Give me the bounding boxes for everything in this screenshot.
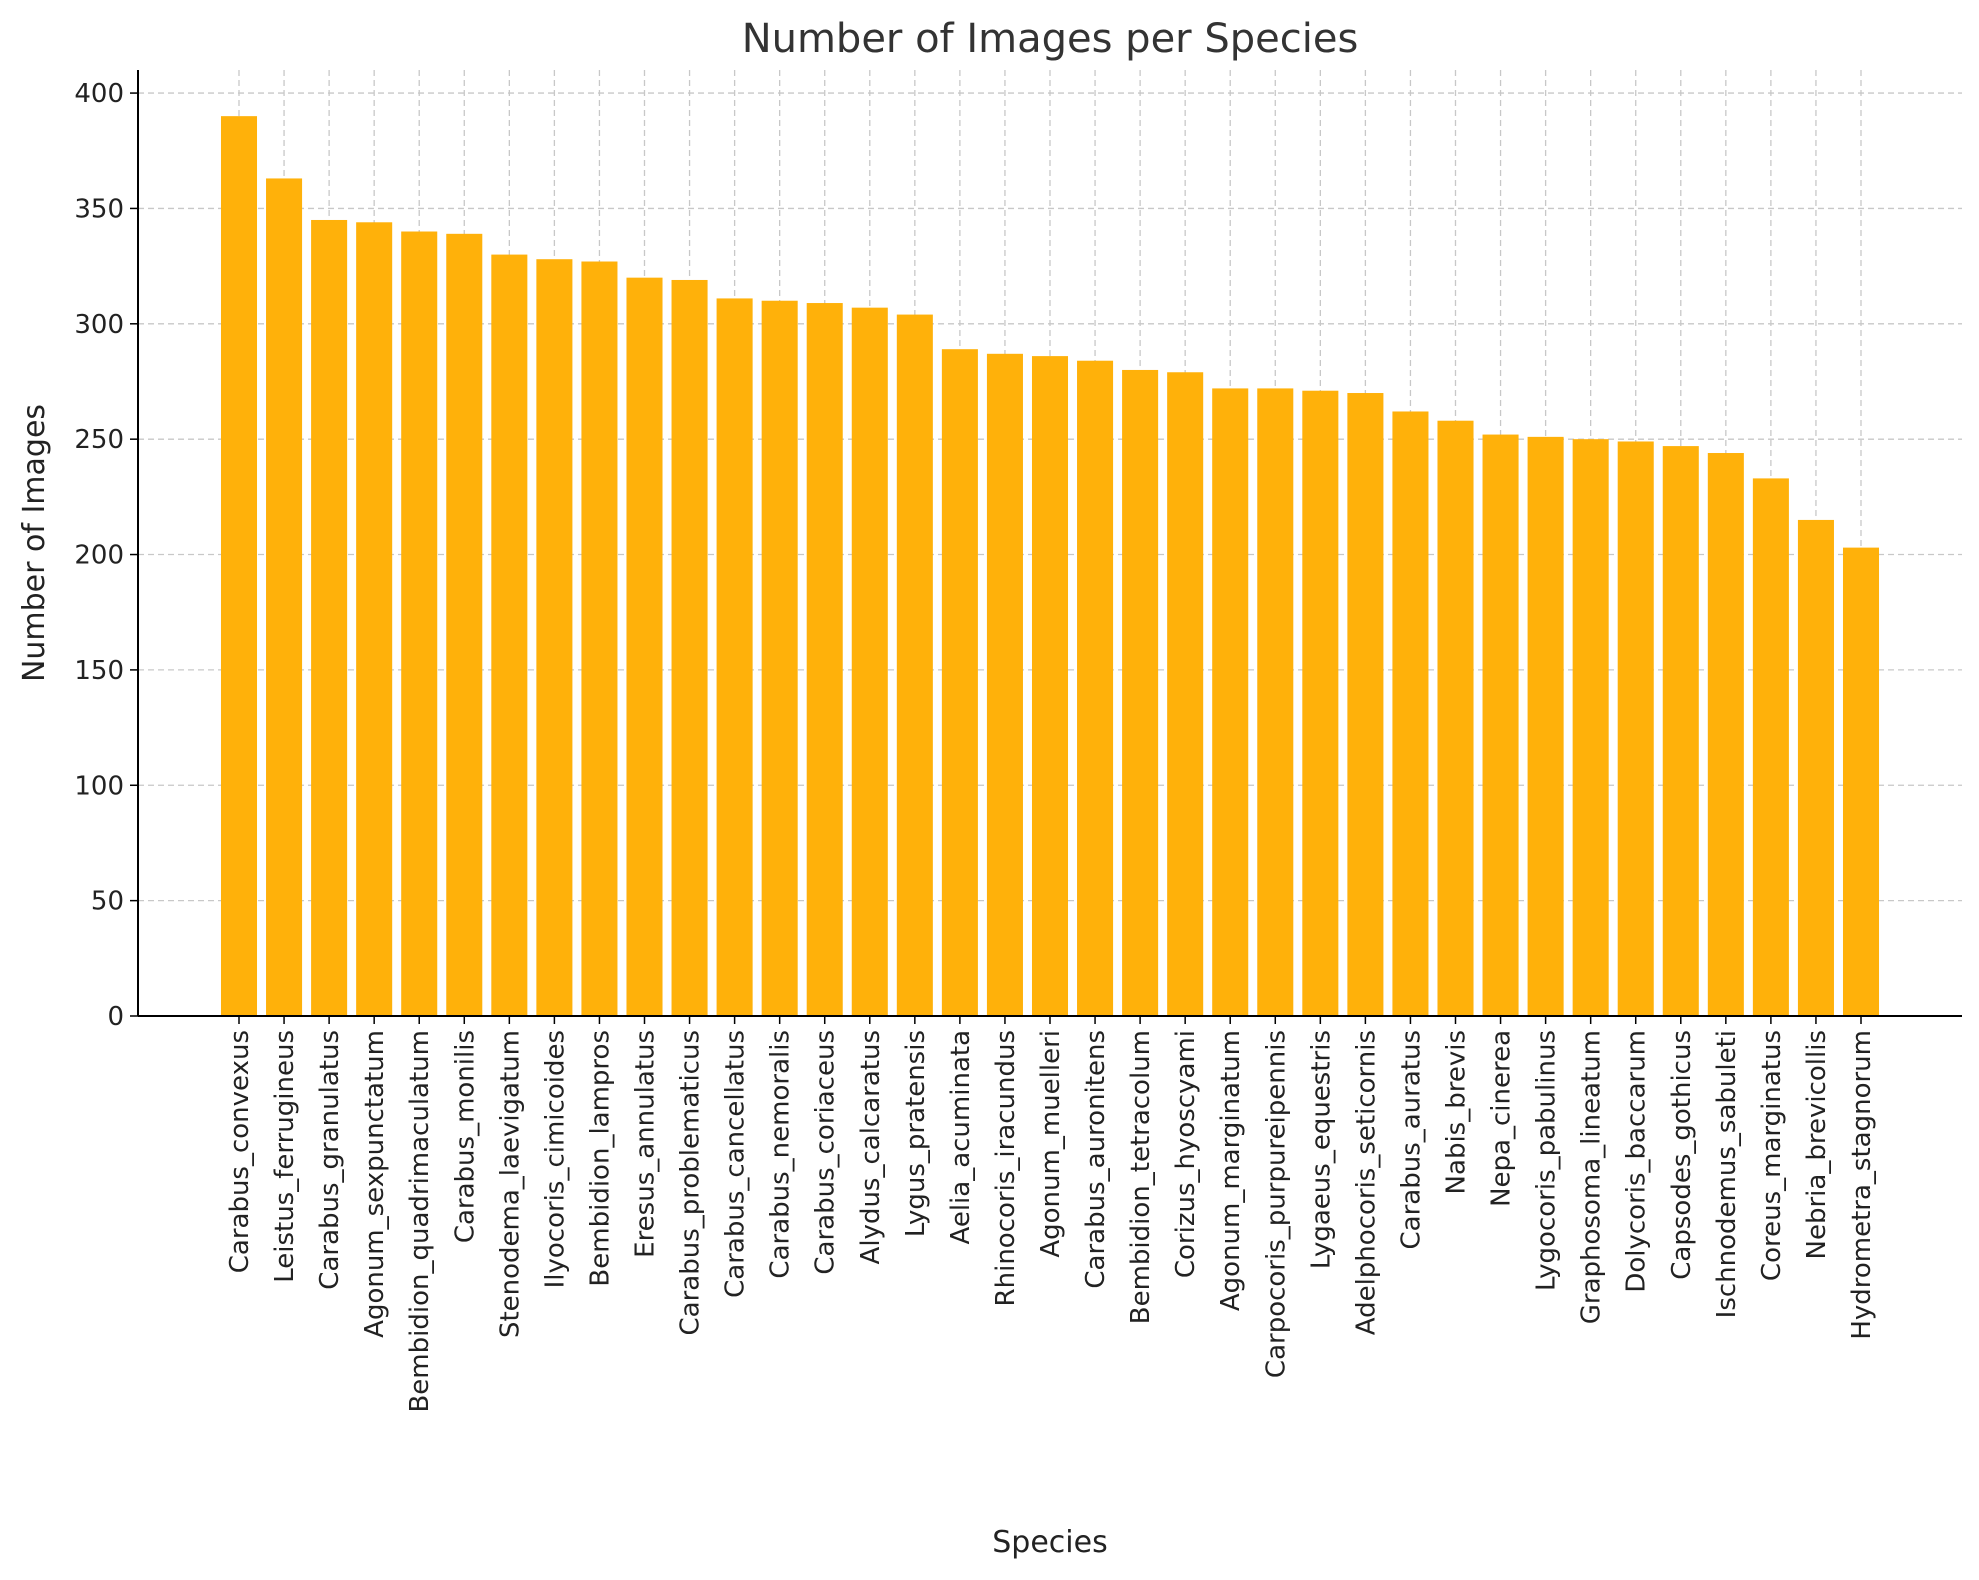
x-tick-label: Lygocoris_pabulinus	[1532, 1030, 1562, 1291]
bar	[1392, 411, 1429, 1017]
x-tick-label: Nebria_brevicollis	[1802, 1030, 1832, 1259]
bar	[266, 178, 303, 1016]
bars	[220, 116, 1880, 1017]
y-tick-label: 200	[74, 541, 124, 571]
bar	[401, 231, 438, 1016]
bar	[1617, 441, 1654, 1017]
bar	[986, 353, 1023, 1016]
bar	[1031, 356, 1069, 1017]
y-axis-label: Number of Images	[17, 404, 52, 682]
x-ticks: Carabus_convexus Leistus_ferrugineus Carab…	[225, 1016, 1877, 1413]
y-tick-label: 100	[74, 771, 124, 801]
x-tick-label: Carabus_nemoralis	[766, 1030, 796, 1279]
bar	[716, 298, 753, 1016]
bar	[1482, 434, 1519, 1016]
x-tick-label: Lygus_pratensis	[901, 1030, 931, 1237]
bar	[536, 259, 573, 1016]
x-tick-label: Carabus_monilis	[450, 1030, 480, 1243]
bar	[1707, 453, 1744, 1016]
bar	[806, 303, 843, 1016]
bar	[1257, 388, 1294, 1016]
bar	[1077, 360, 1114, 1017]
x-tick-label: Bembidion_quadrimaculatum	[405, 1030, 435, 1413]
x-tick-label: Carabus_convexus	[225, 1030, 255, 1273]
bar	[941, 349, 978, 1016]
x-tick-label: Adelphocoris_seticornis	[1351, 1030, 1381, 1335]
bar	[1167, 372, 1204, 1016]
x-tick-label: Carpocoris_purpureipennis	[1261, 1030, 1291, 1378]
x-tick-label: Dolycoris_baccarum	[1622, 1030, 1652, 1293]
bar	[1662, 446, 1699, 1017]
x-tick-label: Corizus_hyoscyami	[1171, 1030, 1201, 1278]
bar	[1212, 388, 1249, 1016]
x-tick-label: Carabus_auratus	[1396, 1030, 1426, 1250]
x-tick-label: Graphosoma_lineatum	[1577, 1030, 1607, 1324]
bar	[851, 307, 888, 1016]
x-tick-label: Stenodema_laevigatum	[495, 1030, 525, 1338]
y-tick-label: 300	[74, 310, 124, 340]
x-tick-label: Carabus_coriaceus	[811, 1030, 841, 1275]
bar	[1347, 393, 1384, 1016]
x-tick-label: Coreus_marginatus	[1757, 1030, 1787, 1281]
bar	[220, 116, 258, 1016]
bar	[1752, 478, 1789, 1016]
bar	[671, 279, 708, 1017]
bar	[896, 314, 933, 1016]
y-tick-label: 350	[74, 194, 124, 224]
x-tick-label: Bembidion_lampros	[585, 1030, 615, 1287]
bar	[1572, 439, 1609, 1016]
bar	[491, 254, 528, 1016]
y-tick-label: 400	[74, 79, 124, 109]
x-tick-label: Agonum_marginatum	[1216, 1030, 1246, 1311]
y-tick-label: 0	[107, 1002, 124, 1032]
x-tick-label: Nabis_brevis	[1442, 1030, 1472, 1194]
y-tick-label: 250	[74, 425, 124, 455]
x-tick-label: Bembidion_tetracolum	[1126, 1030, 1156, 1324]
y-tick-label: 50	[91, 887, 124, 917]
x-tick-label: Hydrometra_stagnorum	[1847, 1030, 1877, 1340]
bar	[1302, 390, 1339, 1017]
x-tick-label: Nepa_cinerea	[1487, 1030, 1517, 1207]
x-tick-label: Leistus_ferrugineus	[270, 1030, 300, 1283]
x-tick-label: Carabus_granulatus	[315, 1030, 345, 1290]
bar	[1842, 547, 1880, 1016]
x-tick-label: Ischnodemus_sabuleti	[1712, 1030, 1742, 1318]
bar	[1122, 369, 1159, 1016]
bar	[626, 277, 663, 1016]
x-tick-label: Agonum_sexpunctatum	[360, 1030, 390, 1338]
bar	[1797, 519, 1834, 1016]
bar	[1437, 420, 1474, 1017]
bar	[311, 219, 348, 1017]
bar	[581, 261, 618, 1016]
bar	[761, 300, 798, 1017]
x-tick-label: Rhinocoris_iracundus	[991, 1030, 1021, 1306]
x-tick-label: Carabus_cancellatus	[721, 1030, 751, 1298]
x-tick-label: Carabus_problematicus	[676, 1030, 706, 1336]
x-tick-label: Alydus_calcaratus	[856, 1030, 886, 1264]
x-axis-label: Species	[992, 1525, 1107, 1560]
x-tick-label: Eresus_annulatus	[631, 1030, 661, 1258]
x-tick-label: Capsodes_gothicus	[1667, 1030, 1697, 1280]
y-ticks: 0 50 100 150 200 250 300 350 400	[74, 79, 138, 1032]
bar	[446, 233, 483, 1016]
y-tick-label: 150	[74, 656, 124, 686]
bar	[1527, 436, 1564, 1016]
chart-title: Number of Images per Species	[742, 16, 1359, 62]
x-tick-label: Lygaeus_equestris	[1306, 1030, 1336, 1269]
bar	[356, 222, 393, 1016]
x-tick-label: Ilyocoris_cimicoides	[540, 1030, 570, 1288]
x-tick-label: Agonum_muelleri	[1036, 1030, 1066, 1258]
x-tick-label: Aelia_acuminata	[946, 1030, 976, 1245]
x-tick-label: Carabus_auronitens	[1081, 1030, 1111, 1289]
